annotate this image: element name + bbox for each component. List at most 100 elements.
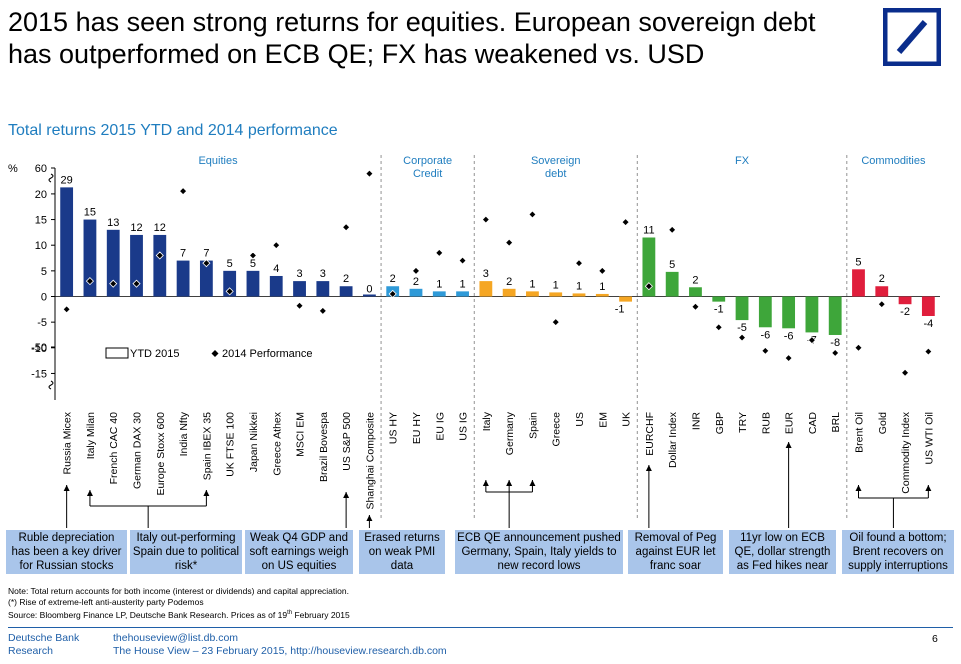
value-label-italy: 3 bbox=[483, 268, 489, 280]
perf-2014-europe-stoxx-600 bbox=[155, 251, 164, 260]
callout-eur-low: 11yr low on ECB QE, dollar strength as F… bbox=[729, 530, 836, 574]
value-label-brent-oil: 5 bbox=[855, 256, 861, 268]
callout-arrowhead bbox=[506, 480, 513, 486]
category-india-nfty: India Nfty bbox=[178, 411, 190, 456]
perf-2014-brent-oil bbox=[854, 343, 863, 352]
perf-2014-greece bbox=[551, 318, 560, 327]
category-us-hy: US HY bbox=[388, 412, 400, 444]
category-us: US bbox=[574, 412, 586, 427]
category-eurchf: EURCHF bbox=[644, 412, 656, 456]
perf-2014-french-cac-40 bbox=[109, 279, 118, 288]
callout-arrowhead bbox=[785, 442, 792, 448]
perf-2014-us-wti-oil bbox=[924, 347, 933, 356]
value-label-msci-em: 3 bbox=[296, 268, 302, 280]
callout-ruble: Ruble depreciation has been a key driver… bbox=[6, 530, 127, 574]
note-total-return: Note: Total return accounts for both inc… bbox=[8, 586, 349, 596]
notes: Note: Total return accounts for both inc… bbox=[8, 586, 350, 621]
callout-us-gdp: Weak Q4 GDP and soft earnings weigh on U… bbox=[245, 530, 353, 574]
perf-2014-german-dax-30 bbox=[132, 279, 141, 288]
bar-russia-micex bbox=[60, 187, 74, 297]
value-label-greece-athex: 4 bbox=[273, 263, 279, 275]
callout-oil: Oil found a bottom; Brent recovers on su… bbox=[842, 530, 954, 574]
value-label-spain-ibex-35: 7 bbox=[203, 248, 209, 260]
source-text: Source: Bloomberg Finance LP, Deutsche B… bbox=[8, 609, 288, 620]
perf-2014-greece-athex bbox=[272, 241, 281, 250]
group-header-fx: FX bbox=[735, 155, 750, 167]
bar-eu-hy bbox=[409, 288, 423, 297]
bar-eur bbox=[782, 296, 796, 329]
bar-greece bbox=[549, 292, 563, 297]
perf-2014-us-s-p-500 bbox=[342, 223, 351, 232]
value-label-us-hy: 2 bbox=[390, 273, 396, 285]
category-us-ig: US IG bbox=[458, 412, 470, 441]
y-tick-label: 5 bbox=[41, 266, 47, 278]
callout-arrowhead bbox=[529, 480, 536, 486]
y-tick-label: 15 bbox=[35, 215, 47, 227]
perf-2014-brl bbox=[831, 348, 840, 357]
perf-2014-msci-em bbox=[295, 301, 304, 310]
value-label-us-wti-oil: -4 bbox=[923, 318, 933, 330]
callout-arrowhead bbox=[203, 490, 210, 496]
value-label-uk: -1 bbox=[615, 304, 625, 316]
perf-2014-gbp bbox=[714, 323, 723, 332]
bar-uk-ftse-100 bbox=[223, 270, 237, 297]
value-label-europe-stoxx-600: 12 bbox=[154, 222, 166, 234]
value-label-eurchf: 11 bbox=[643, 225, 654, 237]
perf-2014-uk bbox=[621, 218, 630, 227]
category-italy: Italy bbox=[481, 411, 493, 431]
callout-arrowhead bbox=[343, 492, 350, 498]
value-label-inr: 2 bbox=[692, 274, 698, 286]
page-number: 6 bbox=[932, 633, 938, 645]
y-tick-label: -5 bbox=[37, 317, 47, 329]
value-label-gbp: -1 bbox=[714, 304, 724, 316]
value-label-us: 1 bbox=[576, 280, 582, 292]
category-german-dax-30: German DAX 30 bbox=[132, 412, 144, 489]
value-label-spain: 1 bbox=[529, 278, 535, 290]
bar-eurchf bbox=[642, 237, 656, 297]
bar-eu-ig bbox=[432, 291, 446, 297]
category-greece: Greece bbox=[551, 412, 563, 447]
bar-gbp bbox=[712, 296, 726, 302]
category-brazil-bovespa: Brazil Bovespa bbox=[318, 412, 330, 482]
perf-2014-eu-ig bbox=[435, 248, 444, 257]
bar-brazil-bovespa bbox=[316, 281, 330, 297]
category-greece-athex: Greece Athex bbox=[271, 411, 283, 475]
bar-us bbox=[572, 293, 586, 297]
value-label-rub: -6 bbox=[760, 329, 770, 341]
y-tick-label: -10 bbox=[31, 343, 47, 355]
footer-email-link[interactable]: thehouseview@list.db.com bbox=[113, 632, 239, 644]
bar-spain-ibex-35 bbox=[199, 260, 213, 297]
value-label-eu-ig: 1 bbox=[436, 278, 442, 290]
value-label-eu-hy: 2 bbox=[413, 276, 419, 288]
bar-us-wti-oil bbox=[921, 296, 935, 316]
callout-arrowhead bbox=[855, 485, 862, 491]
perf-2014-eu-hy bbox=[411, 266, 421, 275]
category-gold: Gold bbox=[877, 412, 889, 434]
callout-arrowhead bbox=[86, 490, 93, 496]
group-header-equities: Equities bbox=[198, 155, 238, 167]
bar-uk bbox=[619, 296, 632, 302]
footer-publication-line[interactable]: The House View – 23 February 2015, http:… bbox=[113, 645, 447, 657]
perf-2014-germany bbox=[505, 238, 514, 247]
bar-try bbox=[735, 296, 749, 321]
bar-french-cac-40 bbox=[106, 229, 120, 297]
value-label-shanghai-composite: 0 bbox=[366, 284, 372, 296]
perf-2014-inr bbox=[691, 302, 700, 311]
category-inr: INR bbox=[690, 412, 702, 431]
note-podemos: (*) Rise of extreme-left anti-austerity … bbox=[8, 597, 204, 607]
category-commodity-index: Commodity Index bbox=[900, 411, 912, 493]
footer-brand: Deutsche Bank Research bbox=[8, 632, 79, 658]
bar-italy-milan bbox=[83, 219, 97, 297]
group-header-sovereign-debt: Sovereign debt bbox=[531, 155, 581, 180]
legend-perf-label: 2014 Performance bbox=[222, 348, 313, 360]
perf-2014-us-hy bbox=[388, 289, 397, 299]
category-em: EM bbox=[597, 412, 609, 428]
bar-german-dax-30 bbox=[130, 234, 143, 297]
bar-us-ig bbox=[456, 291, 469, 297]
category-uk: UK bbox=[621, 412, 633, 427]
y-axis-unit-label: % bbox=[8, 163, 18, 175]
category-us-s-p-500: US S&P 500 bbox=[341, 412, 353, 471]
value-label-us-ig: 1 bbox=[460, 278, 466, 290]
chart-subtitle: Total returns 2015 YTD and 2014 performa… bbox=[8, 122, 338, 139]
perf-2014-eur bbox=[784, 353, 793, 363]
